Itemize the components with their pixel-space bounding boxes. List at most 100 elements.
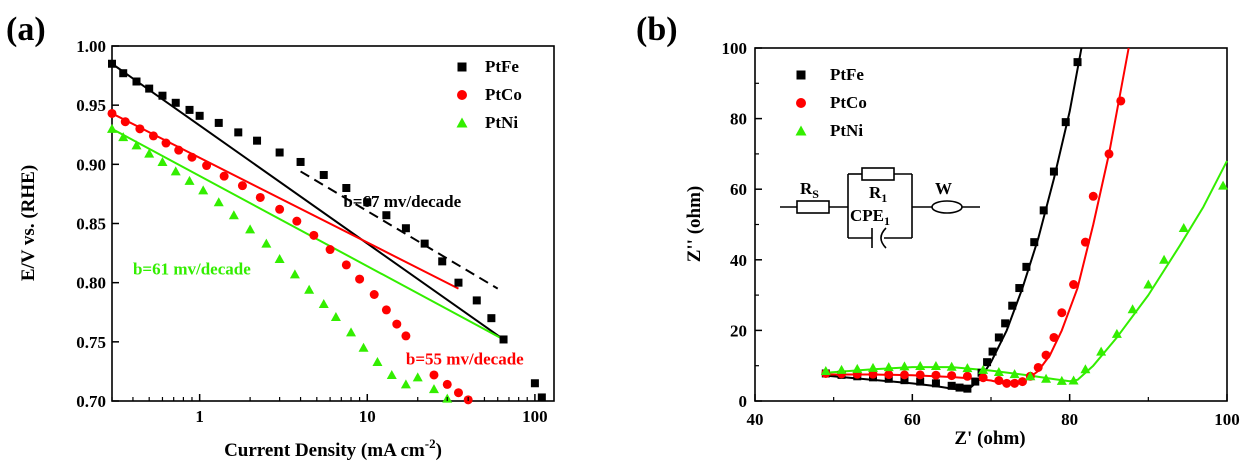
chart-b-legend: PtFe PtCo PtNi [795, 65, 867, 140]
chart-a-point-ptco [292, 216, 302, 226]
chart-b-point-ptfe [1039, 206, 1048, 215]
chart-a-point-ptco [187, 152, 197, 162]
chart-b-point-ptni [993, 367, 1004, 377]
chart-a-point-ptco [219, 171, 229, 181]
chart-a-legend-marker-ptfe [457, 62, 467, 72]
chart-b-point-ptfe [931, 379, 940, 388]
chart-a-tafel-dashed-ptfe [300, 170, 499, 290]
chart-b-point-ptfe [983, 358, 992, 367]
circuit-cpe-arc [880, 227, 887, 249]
chart-b-point-ptni [1096, 346, 1107, 356]
chart-a-point-ptni [428, 384, 439, 394]
chart-b-point-ptco [947, 371, 957, 381]
chart-b-point-ptco [962, 371, 972, 381]
chart-a-point-ptco [174, 145, 184, 155]
chart-a-point-ptni [107, 123, 117, 133]
chart-b-point-ptni [868, 362, 878, 372]
chart-a-point-ptco [429, 370, 439, 380]
chart-b-point-ptco [1116, 96, 1126, 106]
circuit-cpe-label-main: CPE [850, 206, 884, 225]
chart-b-point-ptfe [971, 377, 980, 386]
chart-a-point-ptfe [132, 77, 141, 86]
chart-a-point-ptni [318, 298, 329, 308]
chart-a-point-ptni [358, 342, 369, 352]
chart-a-point-ptco [355, 274, 365, 284]
chart-a-point-ptfe [158, 91, 167, 100]
chart-b-point-ptco [1010, 378, 1020, 388]
chart-b-point-ptco [1104, 149, 1114, 159]
equivalent-circuit-inset [780, 167, 980, 249]
chart-b-point-ptco [1017, 377, 1027, 387]
chart-a-point-ptfe [296, 157, 305, 166]
chart-b-point-ptni [1143, 279, 1154, 289]
chart-a-point-ptni [330, 311, 341, 321]
chart-a-point-ptni [131, 140, 142, 150]
chart-b-point-ptco [884, 370, 894, 380]
chart-b-point-ptni [1159, 254, 1170, 264]
chart-b-point-ptni [1068, 375, 1079, 385]
chart-a-y-tick-label: 0.95 [76, 96, 106, 115]
chart-b-point-ptfe [1022, 262, 1031, 271]
chart-b-point-ptni [962, 363, 973, 373]
chart-a-point-ptni [372, 356, 383, 366]
chart-a-point-ptfe [438, 257, 447, 266]
chart-a-point-ptfe [342, 184, 351, 192]
chart-b-point-ptni [1178, 223, 1189, 233]
chart-a-y-tick-label: 1.00 [76, 37, 106, 56]
chart-a-point-ptni [228, 210, 239, 220]
chart-a-legend-marker-ptco [457, 90, 467, 100]
chart-a-point-ptco [325, 245, 335, 255]
chart-b-point-ptni [883, 362, 894, 372]
chart-a-point-ptfe [171, 98, 180, 107]
chart-a-point-ptfe [454, 278, 463, 287]
chart-a-point-ptco [202, 161, 212, 171]
chart-a-point-ptni [289, 269, 300, 279]
chart-a-point-ptfe [319, 170, 328, 179]
chart-b-point-ptco [868, 369, 878, 379]
chart-a-point-ptfe [119, 69, 128, 78]
chart-b-point-ptfe [1073, 58, 1082, 67]
chart-a-point-ptfe [472, 296, 481, 305]
chart-a-point-ptni [274, 254, 285, 263]
chart-b-point-ptfe [1008, 301, 1017, 310]
chart-b-point-ptni [978, 364, 989, 374]
chart-a-y-tick-label: 0.80 [76, 274, 106, 293]
chart-a-point-ptni [245, 224, 256, 234]
chart-a-point-ptco [392, 319, 402, 329]
chart-b-point-ptfe [1015, 284, 1024, 293]
chart-a-y-tick-label: 0.70 [76, 392, 106, 411]
chart-b-y-tick-label: 100 [722, 39, 748, 58]
chart-a-point-ptfe [537, 393, 546, 402]
chart-a-y-tick-label: 0.75 [76, 333, 106, 352]
chart-a-point-ptni [213, 197, 224, 207]
chart-b-point-ptni [1111, 328, 1122, 338]
circuit-r1-resistor [861, 167, 895, 181]
chart-b-point-ptfe [947, 381, 956, 390]
chart-b-point-ptfe [916, 377, 925, 386]
chart-b-x-tick-label: 100 [1214, 410, 1240, 429]
chart-b-point-ptni [899, 361, 910, 371]
chart-a-point-ptco [161, 138, 171, 148]
chart-a-point-ptco [401, 331, 411, 341]
chart-b-point-ptfe [988, 347, 997, 356]
chart-a-legend: PtFe PtCo PtNi [456, 57, 522, 132]
chart-b-markers [820, 58, 1229, 393]
chart-b-fit-curve-ptni [825, 160, 1228, 383]
chart-b-point-ptfe [963, 384, 972, 393]
chart-b-point-ptni [1080, 364, 1091, 374]
chart-a-point-ptco [442, 379, 452, 389]
chart-b-point-ptfe [1049, 167, 1058, 176]
panel-a-label: (a) [6, 11, 46, 48]
panel-b-label: (b) [636, 11, 678, 48]
chart-b-point-ptco [1049, 332, 1059, 342]
chart-b-point-ptco [899, 370, 909, 380]
chart-b-point-ptco [978, 373, 988, 383]
chart-a-point-ptco [120, 117, 130, 127]
chart-a-legend-label-ptco: PtCo [485, 85, 522, 104]
chart-a-point-ptco [341, 260, 351, 270]
chart-a-x-axis-title-end: ) [436, 440, 442, 461]
chart-b-point-ptco [1069, 280, 1079, 290]
chart-a-point-ptco [369, 290, 379, 299]
circuit-cpe-label-sub: 1 [884, 214, 890, 228]
